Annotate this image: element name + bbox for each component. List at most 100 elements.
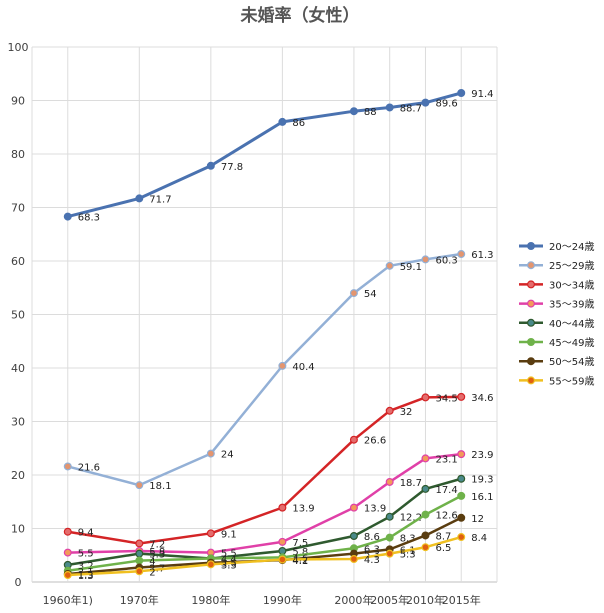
series-line [66, 252, 463, 487]
data-label: 59.1 [400, 262, 422, 273]
data-point [457, 250, 466, 259]
legend-label: 40～44歳 [549, 318, 594, 330]
legend-label: 20～24歳 [549, 241, 594, 253]
legend-label: 35～39歳 [549, 299, 594, 311]
data-label: 88 [364, 107, 377, 118]
data-point [385, 261, 394, 270]
data-point [206, 529, 215, 538]
data-label: 34.5 [435, 393, 457, 404]
data-point [278, 546, 287, 555]
data-point [421, 543, 430, 552]
data-point [63, 527, 72, 536]
data-label: 9.1 [221, 529, 237, 540]
y-axis-ticks: 0 10 20 30 40 50 60 70 80 90 100 [8, 41, 29, 589]
data-label: 4.2 [292, 556, 308, 567]
series-line [66, 91, 463, 219]
series-8: 1.3 2 3.3 4.2 4.3 5.3 6.5 8.4 [63, 533, 487, 582]
x-tick-label: 1980年 [191, 593, 230, 607]
legend-swatch-marker [526, 357, 535, 366]
data-point [421, 510, 430, 519]
data-label: 23.1 [435, 454, 457, 465]
y-tick-label: 40 [11, 362, 25, 375]
legend-swatch-marker [526, 280, 535, 289]
legend-label: 50～54歳 [549, 356, 594, 368]
data-point [349, 435, 358, 444]
x-tick-label: 2000年 [334, 593, 373, 607]
data-point [421, 484, 430, 493]
y-tick-label: 70 [11, 202, 25, 215]
data-point [63, 571, 72, 580]
data-label: 8.3 [400, 534, 416, 545]
data-label: 18.1 [149, 481, 171, 492]
data-point [135, 567, 144, 576]
data-label: 5.5 [78, 549, 94, 560]
x-tick-label: 2005年 [370, 593, 409, 607]
data-label: 71.7 [149, 194, 171, 205]
data-label: 2 [149, 567, 155, 578]
plot-series: 68.3 71.7 77.8 86 88 88.7 89.6 91.4 21.6 18.1 24 40… [63, 89, 493, 582]
data-point [457, 533, 466, 542]
data-label: 54 [364, 289, 377, 300]
legend-label: 25～29歳 [549, 260, 594, 272]
series-5: 3.2 5.3 4.4 5.8 8.6 12.2 17.4 19.3 [63, 474, 493, 572]
data-point [457, 89, 466, 98]
legend-label: 30～34歳 [549, 279, 594, 291]
data-label: 6.5 [435, 543, 451, 554]
legend-item: 25～29歳 [519, 260, 594, 272]
data-label: 13.9 [292, 504, 314, 515]
data-label: 7.5 [292, 538, 308, 549]
data-label: 13.9 [364, 504, 386, 515]
data-label: 4.4 [221, 554, 237, 565]
data-point [135, 481, 144, 490]
data-point [206, 449, 215, 458]
data-point [421, 454, 430, 463]
data-label: 68.3 [78, 213, 100, 224]
y-tick-label: 80 [11, 148, 25, 161]
data-label: 77.8 [221, 162, 243, 173]
y-tick-label: 100 [8, 41, 29, 54]
data-label: 17.4 [435, 485, 457, 496]
data-label: 40.4 [292, 362, 314, 373]
data-point [135, 549, 144, 558]
data-point [63, 548, 72, 557]
data-label: 12.6 [435, 511, 457, 522]
x-axis-ticks: 1960年1) 1970年 1980年 1990年 2000年2005年2010年201… [43, 593, 481, 607]
data-label: 4 [149, 557, 155, 568]
data-label: 32 [400, 407, 413, 418]
y-tick-label: 60 [11, 255, 25, 268]
data-point [63, 462, 72, 471]
legend: 20～24歳 25～29歳 30～34歳 35～39歳 40～44歳 45～49歳 50～5… [519, 241, 594, 387]
legend-swatch-marker [526, 261, 535, 270]
series-line [66, 395, 463, 545]
data-label: 4.1 [292, 556, 308, 567]
data-point [135, 556, 144, 565]
data-point [206, 560, 215, 569]
data-label: 9.4 [78, 528, 94, 539]
data-label: 1.3 [78, 571, 94, 582]
y-tick-label: 0 [15, 576, 22, 589]
data-label: 8.4 [471, 533, 487, 544]
data-label: 5.8 [149, 547, 165, 558]
x-tick-label: 1960年1) [43, 593, 93, 607]
data-label: 5.3 [149, 550, 165, 561]
data-point [349, 531, 358, 540]
data-point [135, 194, 144, 203]
legend-item: 35～39歳 [519, 299, 594, 311]
data-point [278, 361, 287, 370]
series-3: 9.4 7.2 9.1 13.9 26.6 32 34.5 34.6 [63, 393, 493, 550]
legend-item: 50～54歳 [519, 356, 594, 368]
data-point [457, 474, 466, 483]
data-point [457, 491, 466, 500]
data-point [421, 531, 430, 540]
y-tick-label: 50 [11, 309, 25, 322]
data-point [135, 539, 144, 548]
data-point [421, 98, 430, 107]
legend-label: 45～49歳 [549, 337, 594, 349]
series-line [66, 477, 463, 567]
data-label: 19.3 [471, 475, 493, 486]
data-label: 5.5 [221, 549, 237, 560]
data-label: 89.6 [435, 99, 457, 110]
data-point [349, 503, 358, 512]
data-label: 4.4 [221, 554, 237, 565]
legend-swatch-marker [526, 242, 535, 251]
